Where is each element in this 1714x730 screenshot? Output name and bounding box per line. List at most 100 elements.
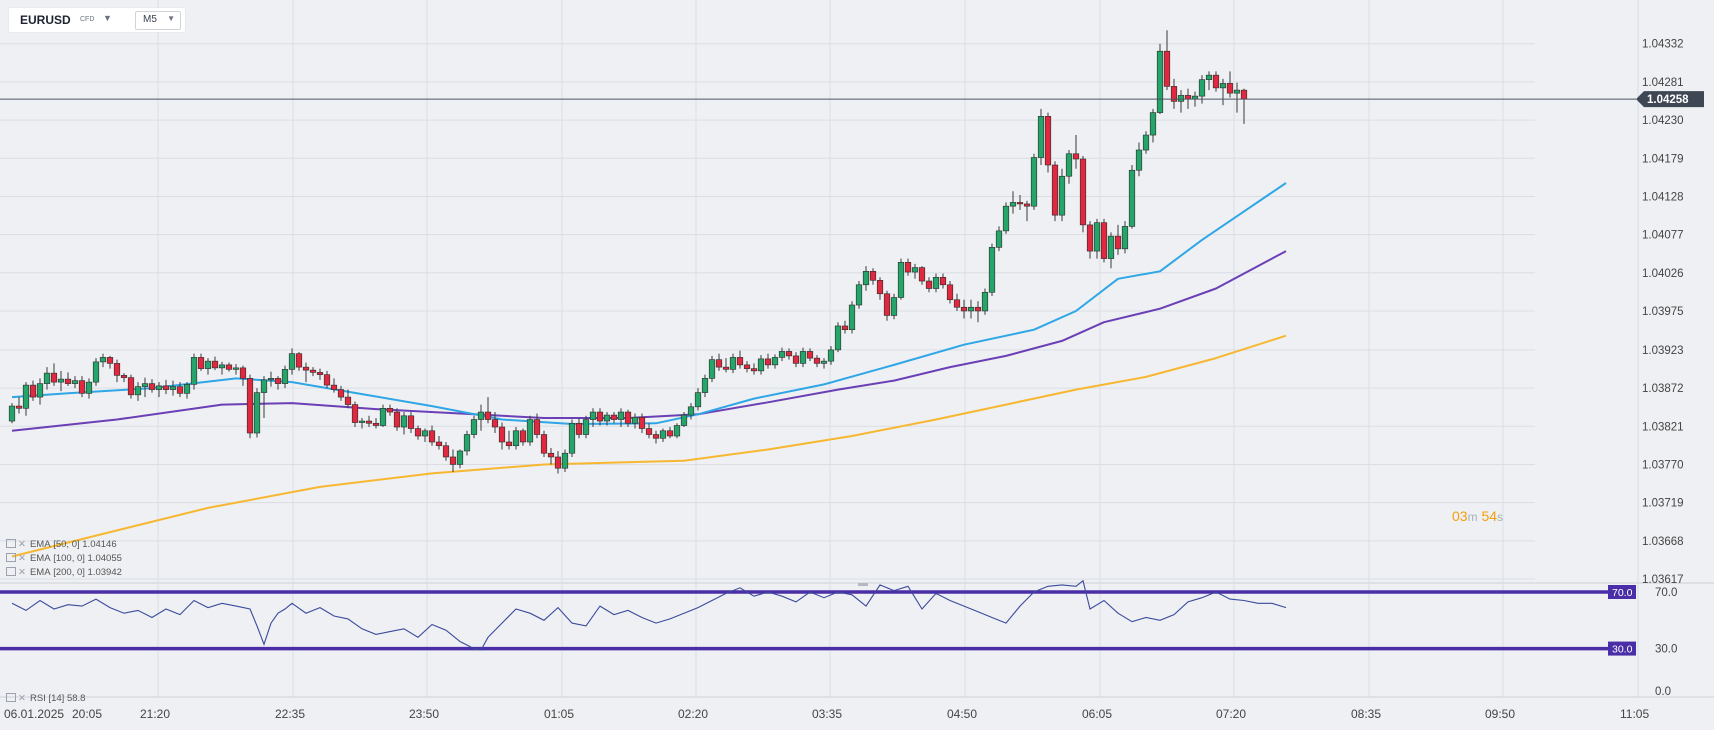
candle-up bbox=[631, 416, 639, 424]
legend-ema-100[interactable]: ✕ EMA [100, 0] 1.04055 bbox=[6, 552, 122, 565]
candle-down bbox=[722, 366, 730, 370]
axes: 06.01.2025 20:05 21:20 22:35 23:50 01:05 02:20… bbox=[0, 39, 1714, 721]
legend-rsi-params: [14] bbox=[48, 693, 65, 704]
candle-down bbox=[575, 422, 583, 435]
settings-icon[interactable] bbox=[6, 567, 16, 576]
time-axis-label: 11:05 bbox=[1620, 707, 1649, 721]
candle-up bbox=[848, 304, 856, 331]
candle-up bbox=[589, 411, 597, 420]
candle-down bbox=[449, 456, 457, 465]
candle-down bbox=[176, 386, 184, 394]
candle-up bbox=[680, 414, 688, 426]
candle-up bbox=[1177, 95, 1185, 102]
candle-up bbox=[1233, 89, 1241, 94]
candle-up bbox=[281, 369, 289, 384]
legend-ema-100-params: [100, 0] bbox=[53, 553, 85, 564]
legend-ema-200[interactable]: ✕ EMA [200, 0] 1.03942 bbox=[6, 566, 122, 579]
candle-up bbox=[190, 357, 198, 385]
price-axis-label: 1.03770 bbox=[1642, 459, 1684, 471]
candle-down bbox=[127, 377, 135, 396]
candle-up bbox=[1121, 226, 1129, 250]
instrument-type-badge: CFD bbox=[80, 16, 95, 23]
candle-down bbox=[50, 372, 58, 383]
time-axis-label: 04:50 bbox=[947, 707, 977, 721]
candle-up bbox=[470, 419, 478, 435]
price-axis-label: 1.03872 bbox=[1642, 383, 1684, 395]
candle-down bbox=[918, 267, 926, 282]
candle-down bbox=[428, 430, 436, 443]
price-axis-label: 1.03975 bbox=[1642, 306, 1684, 318]
legend-ema-50-value: 1.04146 bbox=[82, 539, 117, 550]
candle-up bbox=[862, 271, 870, 286]
settings-icon[interactable] bbox=[6, 539, 16, 548]
price-axis-label: 1.04077 bbox=[1642, 230, 1684, 242]
candle-countdown: 03m 54s bbox=[1452, 508, 1503, 524]
candle-down bbox=[883, 293, 891, 316]
candle-down bbox=[624, 411, 632, 424]
candle-down bbox=[15, 405, 23, 409]
legend-rsi[interactable]: ✕ RSI [14] 58.8 bbox=[6, 692, 85, 705]
current-price-value: 1.04258 bbox=[1647, 94, 1689, 106]
candle-up bbox=[1156, 50, 1164, 113]
candle-up bbox=[379, 408, 387, 426]
candle-up bbox=[22, 384, 30, 409]
candle-up bbox=[526, 419, 534, 443]
candle-down bbox=[505, 441, 513, 447]
candle-up bbox=[995, 230, 1003, 248]
price-axis-label: 1.04281 bbox=[1642, 77, 1684, 89]
close-icon[interactable]: ✕ bbox=[18, 553, 26, 564]
rsi-level-tag-label: 70.0 bbox=[1612, 587, 1633, 599]
candle-up bbox=[8, 405, 16, 422]
legend-ema-50[interactable]: ✕ EMA [50, 0] 1.04146 bbox=[6, 538, 117, 551]
candle-down bbox=[295, 353, 303, 368]
candle-down bbox=[407, 415, 415, 429]
candle-down bbox=[610, 414, 618, 420]
ema-100-layer bbox=[11, 250, 1287, 432]
close-icon[interactable]: ✕ bbox=[18, 693, 26, 704]
timeframe-selector[interactable]: M5 ▼ bbox=[135, 11, 181, 30]
settings-icon[interactable] bbox=[6, 553, 16, 562]
symbol-selector[interactable]: EURUSD CFD ▼ M5 ▼ bbox=[9, 8, 185, 32]
candle-up bbox=[890, 297, 898, 316]
chevron-down-icon[interactable]: ▼ bbox=[103, 13, 112, 23]
candle-down bbox=[225, 364, 233, 370]
candle-down bbox=[197, 357, 205, 369]
candle-up bbox=[134, 386, 142, 396]
rsi-axis-label: 30.0 bbox=[1655, 644, 1677, 656]
candle-down bbox=[1184, 95, 1192, 100]
candle-up bbox=[603, 414, 611, 422]
candle-down bbox=[925, 280, 933, 289]
time-axis-label: 03:35 bbox=[812, 707, 842, 721]
rsi-level-tag bbox=[1608, 585, 1636, 599]
ema-200-line bbox=[11, 334, 1287, 558]
candle-up bbox=[183, 384, 191, 394]
candle-down bbox=[491, 419, 499, 428]
current-price-line: 1.04258 bbox=[0, 91, 1704, 108]
time-axis-label: 02:20 bbox=[678, 707, 708, 721]
candle-down bbox=[78, 380, 86, 394]
close-icon[interactable]: ✕ bbox=[18, 567, 26, 578]
legend-ema-200-value: 1.03942 bbox=[87, 567, 122, 578]
candle-up bbox=[1002, 205, 1010, 232]
price-axis-label: 1.04026 bbox=[1642, 268, 1684, 280]
candle-up bbox=[617, 411, 625, 420]
close-icon[interactable]: ✕ bbox=[18, 539, 26, 550]
price-axis-label: 1.04230 bbox=[1642, 115, 1684, 127]
candle-down bbox=[960, 306, 968, 312]
panel-resize-handle bbox=[858, 583, 868, 586]
candle-down bbox=[1086, 224, 1094, 252]
settings-icon[interactable] bbox=[6, 693, 16, 702]
candle-up bbox=[981, 291, 989, 312]
candle-up bbox=[708, 359, 716, 379]
candle-down bbox=[876, 279, 884, 295]
candle-down bbox=[386, 408, 394, 413]
candle-down bbox=[372, 422, 380, 426]
candle-down bbox=[904, 262, 912, 273]
time-axis-label: 06:05 bbox=[1082, 707, 1112, 721]
candle-up bbox=[561, 452, 569, 469]
candle-up bbox=[267, 378, 275, 381]
candle-down bbox=[533, 419, 541, 435]
candle-down bbox=[750, 368, 758, 372]
candle-down bbox=[1051, 164, 1059, 216]
